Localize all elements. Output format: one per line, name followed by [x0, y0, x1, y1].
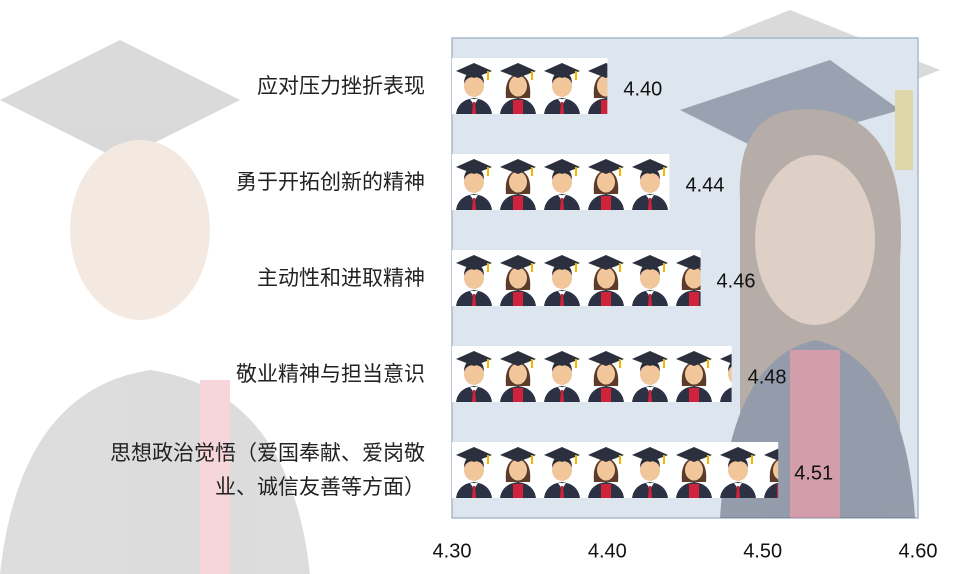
- bar: [452, 250, 701, 306]
- x-tick-label: 4.60: [899, 540, 938, 562]
- x-tick-label: 4.30: [433, 540, 472, 562]
- data-label: 4.44: [685, 174, 724, 196]
- data-label: 4.46: [717, 270, 756, 292]
- bar: [452, 346, 732, 402]
- plot-art: [680, 60, 915, 518]
- y-tick-label: 应对压力挫折表现: [257, 74, 425, 98]
- bar: [452, 154, 670, 210]
- bar: [452, 442, 779, 498]
- y-tick-label: 敬业精神与担当意识: [236, 362, 425, 386]
- data-label: 4.40: [623, 78, 662, 100]
- y-tick-label: 思想政治觉悟（爱国奉献、爱岗敬业、诚信友善等方面）: [110, 441, 425, 499]
- x-tick-label: 4.50: [743, 540, 782, 562]
- x-tick-label: 4.40: [588, 540, 627, 562]
- data-label: 4.51: [794, 462, 833, 484]
- bar: [452, 58, 608, 114]
- data-label: 4.48: [748, 366, 787, 388]
- y-tick-label: 勇于开拓创新的精神: [236, 170, 425, 194]
- y-tick-label: 主动性和进取精神: [257, 266, 425, 290]
